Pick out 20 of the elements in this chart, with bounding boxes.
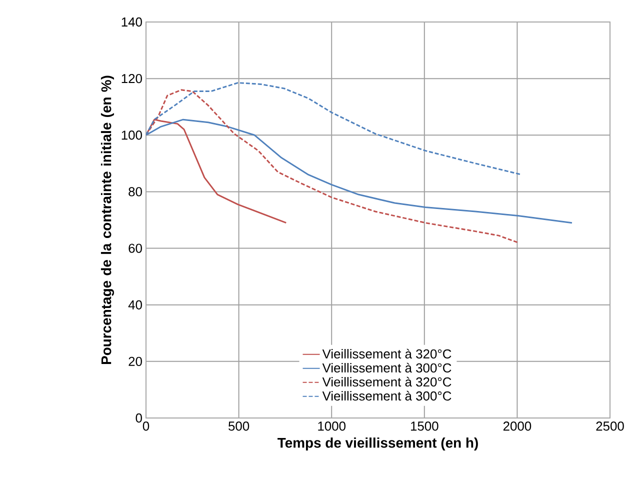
x-axis-title: Temps de vieillissement (en h) — [278, 438, 478, 451]
y-tick-label: 120 — [122, 74, 142, 84]
y-axis-title: Pourcentage de la contrainte initiale (en %) — [100, 76, 114, 364]
legend-label: Vieillissement à 300°C — [322, 390, 452, 401]
x-tick-label: 500 — [228, 422, 250, 431]
legend-label: Vieillissement à 320°C — [322, 348, 452, 359]
x-tick-label: 1500 — [410, 422, 438, 431]
x-tick-label: 0 — [142, 422, 150, 431]
x-tick-label: 2500 — [596, 422, 624, 431]
y-tick-label: 0 — [136, 413, 142, 423]
x-tick-label: 1000 — [318, 422, 346, 431]
y-tick-label: 140 — [122, 17, 142, 27]
legend-label: Vieillissement à 320°C — [322, 376, 452, 387]
y-tick-label: 60 — [128, 244, 142, 253]
x-tick-label: 2000 — [503, 422, 532, 431]
y-tick-label: 40 — [128, 300, 142, 310]
y-tick-label: 100 — [122, 130, 142, 140]
legend-label: Vieillissement à 300°C — [322, 362, 452, 373]
y-tick-label: 80 — [128, 187, 142, 196]
y-tick-label: 20 — [128, 356, 142, 366]
